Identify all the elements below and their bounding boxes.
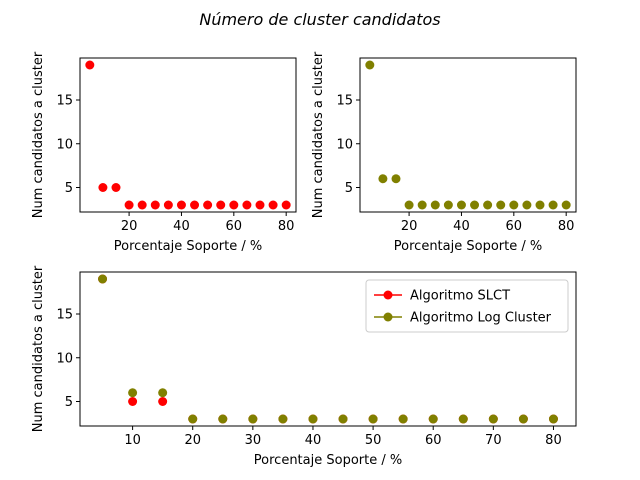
data-point xyxy=(248,414,258,424)
x-tick-label: 20 xyxy=(121,219,138,234)
x-tick-label: 40 xyxy=(173,219,190,234)
data-point xyxy=(111,183,121,192)
x-tick-label: 50 xyxy=(365,433,382,448)
data-point xyxy=(398,414,408,424)
data-point xyxy=(124,200,134,210)
data-point xyxy=(268,200,278,210)
data-point xyxy=(428,414,438,424)
x-tick-label: 10 xyxy=(124,433,141,448)
x-tick-label: 70 xyxy=(485,433,502,448)
data-point xyxy=(255,200,265,210)
data-point xyxy=(368,414,378,424)
x-tick-label: 80 xyxy=(558,219,575,234)
legend-label: Algoritmo SLCT xyxy=(410,289,510,304)
data-point xyxy=(443,200,453,210)
x-tick-label: 40 xyxy=(453,219,470,234)
y-axis-label: Num candidatos a cluster xyxy=(31,265,46,432)
data-point xyxy=(176,200,186,210)
data-point xyxy=(98,183,108,192)
data-point xyxy=(561,200,571,210)
data-point xyxy=(488,414,498,424)
data-point xyxy=(522,200,532,210)
data-point xyxy=(378,174,388,184)
legend-marker xyxy=(383,290,393,300)
data-point xyxy=(458,414,468,424)
y-tick-label: 5 xyxy=(65,181,73,196)
y-tick-label: 10 xyxy=(56,137,73,152)
data-point xyxy=(535,200,545,210)
data-point xyxy=(338,414,348,424)
x-tick-label: 60 xyxy=(425,433,442,448)
x-tick-label: 20 xyxy=(401,219,418,234)
data-point xyxy=(242,200,252,210)
chart-1: 20 40 60 80 5 10 15 Porcentaje Soporte / % Num c… xyxy=(31,51,297,254)
data-point xyxy=(456,200,466,210)
data-point xyxy=(229,200,239,210)
data-point xyxy=(216,200,226,210)
x-axis-label: Porcentaje Soporte / % xyxy=(254,453,402,468)
data-point xyxy=(548,200,558,210)
data-point xyxy=(158,388,168,398)
y-tick-label: 15 xyxy=(336,94,353,109)
data-point xyxy=(158,397,168,406)
y-tick-label: 5 xyxy=(345,181,353,196)
legend: Algoritmo SLCT Algoritmo Log Cluster xyxy=(365,279,569,333)
data-point xyxy=(518,414,528,424)
data-point xyxy=(365,60,375,70)
data-point xyxy=(190,200,200,210)
x-tick-label: 40 xyxy=(305,433,322,448)
data-point xyxy=(163,200,173,210)
data-point xyxy=(430,200,440,210)
y-tick-label: 5 xyxy=(65,395,73,410)
data-point xyxy=(218,414,228,424)
series-1 xyxy=(365,60,571,210)
data-point xyxy=(509,200,519,210)
legend-marker xyxy=(383,312,393,322)
data-point xyxy=(85,60,95,70)
data-point xyxy=(470,200,480,210)
plots-container: 20 40 60 80 5 10 15 Porcentaje Soporte / % Num c… xyxy=(31,51,577,468)
series-1 xyxy=(85,60,291,210)
data-point xyxy=(137,200,147,210)
chart-3: 10 20 30 40 50 60 70 80 5 10 15 Porcentaje Soporte … xyxy=(31,265,577,468)
series-2 xyxy=(98,274,558,424)
chart-2: 20 40 60 80 5 10 15 Porcentaje Soporte / % Num c… xyxy=(311,51,577,254)
data-point xyxy=(203,200,213,210)
legend-box xyxy=(365,279,569,333)
y-tick-label: 10 xyxy=(56,351,73,366)
y-tick-label: 10 xyxy=(336,137,353,152)
data-point xyxy=(150,200,160,210)
data-point xyxy=(128,397,138,406)
data-point xyxy=(496,200,506,210)
x-tick-label: 20 xyxy=(184,433,201,448)
data-point xyxy=(278,414,288,424)
y-tick-label: 15 xyxy=(56,94,73,109)
legend-label: Algoritmo Log Cluster xyxy=(410,311,552,326)
x-axis-label: Porcentaje Soporte / % xyxy=(394,239,542,254)
y-axis-label: Num candidatos a cluster xyxy=(311,51,326,218)
data-point xyxy=(98,274,108,284)
axes-frame xyxy=(359,57,577,213)
x-axis-label: Porcentaje Soporte / % xyxy=(114,239,262,254)
x-tick-label: 80 xyxy=(278,219,295,234)
data-point xyxy=(308,414,318,424)
x-tick-label: 60 xyxy=(506,219,523,234)
y-tick-label: 15 xyxy=(56,308,73,323)
y-axis-label: Num candidatos a cluster xyxy=(31,51,46,218)
x-tick-label: 80 xyxy=(545,433,562,448)
x-tick-label: 30 xyxy=(245,433,262,448)
data-point xyxy=(548,414,558,424)
data-point xyxy=(128,388,138,398)
data-point xyxy=(417,200,427,210)
data-point xyxy=(483,200,493,210)
data-point xyxy=(281,200,291,210)
data-point xyxy=(404,200,414,210)
data-point xyxy=(188,414,198,424)
data-point xyxy=(391,174,401,184)
figure-title: Número de cluster candidatos xyxy=(199,10,440,29)
x-tick-label: 60 xyxy=(226,219,243,234)
